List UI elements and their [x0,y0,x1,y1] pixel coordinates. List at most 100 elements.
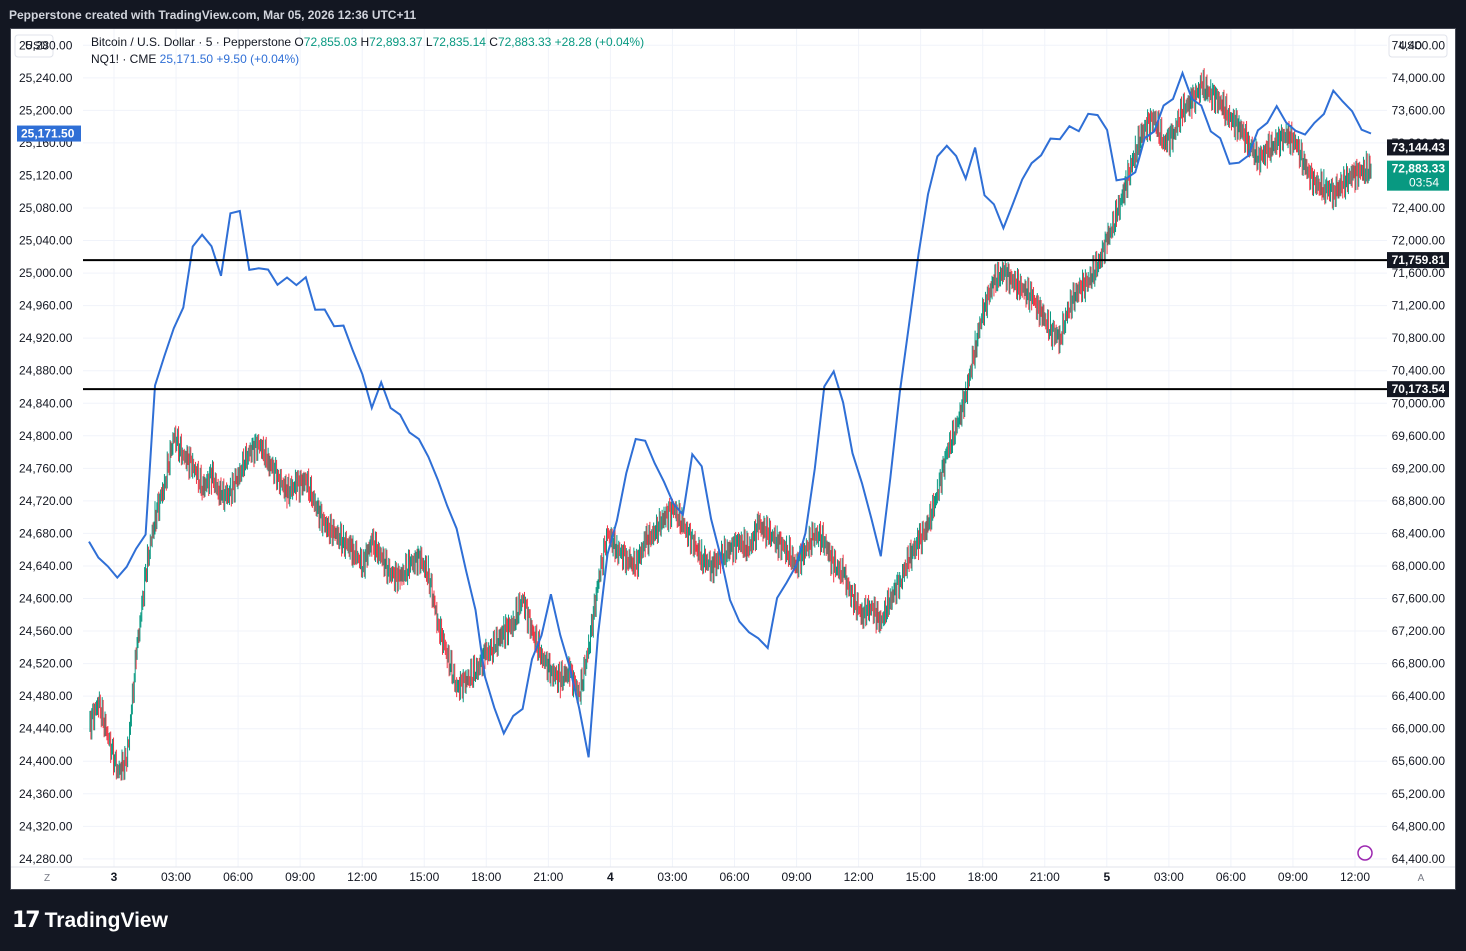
left-axis-tick: 24,360.00 [19,787,73,801]
right-axis-tick: 74,400.00 [1392,38,1446,52]
x-axis-zoom-button: Z [44,873,50,884]
left-axis-tick: 24,720.00 [19,494,73,508]
level-2-tag-label: 70,173.54 [1392,382,1446,396]
left-axis-tick: 24,400.00 [19,754,73,768]
left-axis-tick: 24,760.00 [19,461,73,475]
right-axis-tick: 68,000.00 [1392,559,1446,573]
chart-background [11,29,1455,889]
x-axis-tick: 15:00 [906,870,936,884]
right-axis-tick: 64,800.00 [1392,819,1446,833]
tradingview-logo[interactable]: 17 TradingView [12,908,168,933]
x-axis-tick: 3 [111,870,118,884]
left-axis-tick: 24,280.00 [19,852,73,866]
bar-countdown-label: 03:54 [1409,176,1439,190]
left-axis-tick: 24,440.00 [19,722,73,736]
right-axis-tick: 69,600.00 [1392,429,1446,443]
right-axis-tick: 68,800.00 [1392,494,1446,508]
x-axis-tick: 03:00 [1154,870,1184,884]
legend-btc-part: C [489,35,498,49]
left-axis-tick: 25,120.00 [19,168,73,182]
x-axis-tick: 12:00 [347,870,377,884]
legend-btc-part: +28.28 (+0.04%) [555,35,644,49]
legend-nq-row: NQ1! · CME 25,171.50 +9.50 (+0.04%) [91,52,299,66]
right-axis-tick: 70,400.00 [1392,364,1446,378]
last-price-tag [1387,160,1449,191]
legend-btc-part: O [294,35,303,49]
chart-canvas[interactable]: USD25,280.0025,240.0025,200.0025,160.002… [11,29,1455,889]
chart-frame[interactable]: USD 25,280.00 25,240.00 25,200.00 25,160.00 2… [10,28,1456,890]
right-axis-tick: 66,000.00 [1392,722,1446,736]
right-axis-tick: 66,400.00 [1392,689,1446,703]
x-axis-tick: 5 [1103,870,1110,884]
right-currency-button[interactable] [1388,34,1448,58]
left-axis-tick: 24,600.00 [19,592,73,606]
left-axis-tick: 24,840.00 [19,396,73,410]
right-axis-currency: USD [1399,40,1422,52]
header-credit: Pepperstone created with TradingView.com… [9,8,417,22]
right-axis-tick: 66,800.00 [1392,657,1446,671]
x-axis-tick: 09:00 [1278,870,1308,884]
x-axis-tick: 12:00 [844,870,874,884]
left-axis-tick: 24,320.00 [19,819,73,833]
x-axis-tick: 03:00 [657,870,687,884]
legend-btc-part: L [426,35,433,49]
right-axis-tick: 68,400.00 [1392,526,1446,540]
left-axis-tick: 25,200.00 [19,103,73,117]
x-axis-tick: 12:00 [1340,870,1370,884]
high-price-tag-label: 73,144.43 [1392,140,1446,154]
right-axis-tick: 65,600.00 [1392,754,1446,768]
legend-nq-part: NQ1! · CME [91,52,160,66]
left-axis-tick: 24,880.00 [19,364,73,378]
left-axis-tick: 24,680.00 [19,526,73,540]
right-axis-tick: 74,000.00 [1392,71,1446,85]
x-axis-tick: 18:00 [968,870,998,884]
header-bar: Pepperstone created with TradingView.com… [0,0,1466,28]
x-axis-tick: 21:00 [533,870,563,884]
nq-price-tag [17,125,81,142]
right-axis-tick: 64,400.00 [1392,852,1446,866]
left-axis-tick: 25,040.00 [19,234,73,248]
x-axis-tick: 09:00 [782,870,812,884]
nq-line-series [88,70,1372,758]
x-axis-tick: 18:00 [471,870,501,884]
right-axis-tick: 65,200.00 [1392,787,1446,801]
x-axis-tick: 06:00 [223,870,253,884]
legend-btc-part: 72,883.33 [498,35,555,49]
right-axis-tick: 67,600.00 [1392,592,1446,606]
right-axis-tick: 71,200.00 [1392,299,1446,313]
left-axis-currency: USD [25,40,48,52]
x-axis-tick: 06:00 [1216,870,1246,884]
left-axis-tick: 24,640.00 [19,559,73,573]
legend-nq-part: +9.50 (+0.04%) [216,52,299,66]
right-axis-tick: 73,600.00 [1392,103,1446,117]
level-1-tag [1387,252,1449,269]
left-axis-tick: 24,520.00 [19,657,73,671]
left-axis-tick: 24,920.00 [19,331,73,345]
legend-btc-part: Bitcoin / U.S. Dollar · 5 · Pepperstone [91,35,294,49]
right-axis-tick: 72,400.00 [1392,201,1446,215]
x-axis-tick: 09:00 [285,870,315,884]
left-currency-button[interactable] [14,34,54,58]
high-price-tag [1387,139,1449,156]
footer-bar: 17 TradingView [0,890,1466,951]
legend-btc-row: Bitcoin / U.S. Dollar · 5 · Pepperstone … [91,35,644,49]
assistant-sparkle-icon[interactable] [1357,845,1373,861]
left-axis-tick: 24,960.00 [19,299,73,313]
left-axis-tick: 25,000.00 [19,266,73,280]
x-axis-tick: 06:00 [719,870,749,884]
left-axis-tick: 25,240.00 [19,71,73,85]
legend-btc-part: 72,893.37 [369,35,426,49]
right-axis-tick: 71,600.00 [1392,266,1446,280]
left-axis-tick: 25,080.00 [19,201,73,215]
x-axis-tick: 03:00 [161,870,191,884]
legend-btc-part: H [360,35,369,49]
legend-btc-part: 72,835.14 [433,35,490,49]
right-axis-tick: 70,800.00 [1392,331,1446,345]
right-axis-tick: 72,000.00 [1392,234,1446,248]
left-axis-tick: 24,800.00 [19,429,73,443]
tradingview-logo-text: TradingView [44,908,168,932]
x-axis-tick: 4 [607,870,614,884]
level-2-tag [1387,381,1449,398]
left-axis-tick: 24,480.00 [19,689,73,703]
legend-btc-part: 72,855.03 [304,35,361,49]
